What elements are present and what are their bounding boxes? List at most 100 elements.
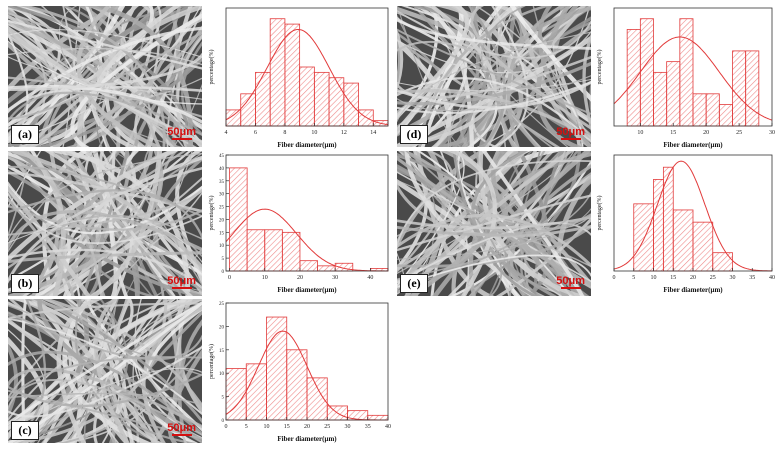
x-tick-label: 35 bbox=[749, 275, 755, 281]
histogram-bar bbox=[245, 363, 267, 421]
histogram-bar bbox=[246, 229, 266, 272]
x-tick-label: 20 bbox=[703, 130, 709, 136]
scale-bar-e: 50μm bbox=[556, 275, 585, 289]
x-tick-label: 20 bbox=[297, 275, 303, 281]
histogram-bar bbox=[343, 82, 359, 127]
histogram-e: 0 5 10 15 20 25 30 35 40 Fiber diameter(μm) percen… bbox=[594, 151, 776, 297]
x-tick-label: 5 bbox=[245, 424, 248, 430]
x-tick-label: 25 bbox=[710, 275, 716, 281]
sem-image-e: (e) 50μm bbox=[397, 151, 591, 296]
sem-image-c: (c) 50μm bbox=[8, 299, 202, 443]
y-tick-label: 10 bbox=[219, 244, 225, 249]
y-tick-label: 5 bbox=[222, 257, 225, 262]
histogram-bar bbox=[732, 50, 747, 127]
scale-label-b: 50μm bbox=[167, 275, 196, 287]
histogram-bar bbox=[225, 109, 242, 127]
histogram-svg: 10 15 20 25 30 Fiber diameter(μm) percentage(%… bbox=[596, 7, 775, 149]
histogram-svg: 0 5 10 15 20 25 30 35 40 0 5 10 15 20 25 Fiber diameter… bbox=[208, 302, 391, 443]
normal-fit-curve bbox=[613, 160, 772, 272]
panel-label-c: (c) bbox=[11, 421, 39, 440]
histogram-bar bbox=[328, 77, 345, 127]
x-tick-label: 5 bbox=[632, 275, 635, 281]
histogram-bar bbox=[281, 231, 301, 272]
plot-frame bbox=[613, 7, 773, 127]
normal-fit-curve bbox=[613, 36, 773, 121]
histogram-svg: 4 6 8 10 12 14 Fiber diameter(μm) percentage(%) bbox=[208, 7, 389, 149]
y-axis-label: percentage(%) bbox=[208, 344, 215, 379]
x-tick-label: 10 bbox=[651, 275, 657, 281]
y-tick-label: 0 bbox=[222, 419, 225, 424]
histogram-bar bbox=[240, 93, 256, 127]
histogram-bar bbox=[358, 109, 374, 127]
y-tick-label: 10 bbox=[219, 372, 225, 377]
histogram-bar bbox=[666, 61, 681, 127]
x-tick-label: 6 bbox=[254, 130, 257, 136]
x-tick-label: 40 bbox=[385, 424, 391, 430]
y-tick-label: 15 bbox=[219, 231, 225, 236]
histogram-bar bbox=[712, 252, 733, 272]
histogram-b: 0 10 20 30 40 0 5 10 15 20 25 30 35 40 45 Fiber diamete… bbox=[206, 151, 392, 297]
panel-label-d: (d) bbox=[400, 125, 428, 144]
x-tick-label: 30 bbox=[730, 275, 736, 281]
x-tick-label: 0 bbox=[613, 275, 616, 281]
y-tick-label: 40 bbox=[219, 167, 225, 172]
panel-label-b: (b) bbox=[11, 274, 39, 293]
histogram-bar bbox=[679, 18, 694, 127]
y-axis-label: percentage(%) bbox=[596, 50, 603, 85]
x-axis-label: Fiber diameter(μm) bbox=[663, 141, 723, 149]
x-tick-label: 15 bbox=[670, 275, 676, 281]
y-tick-label: 45 bbox=[219, 154, 225, 159]
histogram-bar bbox=[692, 221, 714, 272]
histogram-bar bbox=[367, 414, 389, 421]
histogram-svg: 0 10 20 30 40 0 5 10 15 20 25 30 35 40 45 Fiber diamete… bbox=[208, 154, 389, 294]
y-tick-label: 0 bbox=[222, 270, 225, 275]
y-tick-label: 5 bbox=[222, 396, 225, 401]
scale-bar-a: 50μm bbox=[167, 126, 196, 140]
histogram-bar bbox=[633, 203, 654, 272]
x-tick-label: 30 bbox=[769, 130, 775, 136]
y-tick-label: 20 bbox=[219, 325, 225, 330]
plot-frame bbox=[225, 7, 389, 127]
histogram-bar bbox=[229, 167, 248, 272]
histogram-svg: 0 5 10 15 20 25 30 35 40 Fiber diameter(μm) percen… bbox=[596, 154, 775, 294]
x-tick-label: 15 bbox=[284, 424, 290, 430]
histogram-bar bbox=[672, 209, 694, 272]
y-tick-label: 25 bbox=[219, 302, 225, 307]
y-axis-label: percentage(%) bbox=[208, 50, 215, 85]
scale-line-d bbox=[560, 138, 581, 140]
scale-line-b bbox=[171, 287, 192, 289]
scale-label-e: 50μm bbox=[556, 275, 585, 287]
normal-fit-curve bbox=[225, 29, 389, 126]
x-tick-label: 12 bbox=[341, 130, 347, 136]
y-tick-label: 20 bbox=[219, 218, 225, 223]
scale-label-d: 50μm bbox=[556, 126, 585, 138]
histogram-bar bbox=[705, 93, 720, 127]
x-tick-label: 25 bbox=[736, 130, 742, 136]
x-tick-label: 10 bbox=[264, 424, 270, 430]
panel-label-a: (a) bbox=[11, 125, 39, 144]
histogram-bar bbox=[718, 104, 733, 127]
panel-label-e: (e) bbox=[400, 274, 428, 293]
scale-bar-c: 50μm bbox=[167, 422, 196, 436]
scale-bar-b: 50μm bbox=[167, 275, 196, 289]
histogram-bar bbox=[653, 71, 668, 127]
histogram-bar bbox=[317, 265, 336, 272]
histogram-bar bbox=[639, 18, 654, 127]
scale-line-a bbox=[171, 138, 192, 140]
y-tick-label: 30 bbox=[219, 193, 225, 198]
x-tick-label: 15 bbox=[670, 130, 676, 136]
x-tick-label: 20 bbox=[304, 424, 310, 430]
x-tick-label: 4 bbox=[225, 130, 228, 136]
x-axis-label: Fiber diameter(μm) bbox=[277, 141, 337, 149]
x-axis-label: Fiber diameter(μm) bbox=[663, 286, 723, 294]
x-axis-label: Fiber diameter(μm) bbox=[277, 286, 337, 294]
x-tick-label: 30 bbox=[332, 275, 338, 281]
x-tick-label: 25 bbox=[324, 424, 330, 430]
x-tick-label: 20 bbox=[690, 275, 696, 281]
histogram-c: 0 5 10 15 20 25 30 35 40 0 5 10 15 20 25 Fiber diameter… bbox=[206, 299, 392, 446]
histogram-bar bbox=[266, 316, 288, 421]
histogram-bar bbox=[745, 50, 760, 127]
histogram-bar bbox=[299, 66, 315, 127]
histogram-bar bbox=[264, 229, 283, 272]
histogram-a: 4 6 8 10 12 14 Fiber diameter(μm) percentage(%) bbox=[206, 4, 392, 152]
